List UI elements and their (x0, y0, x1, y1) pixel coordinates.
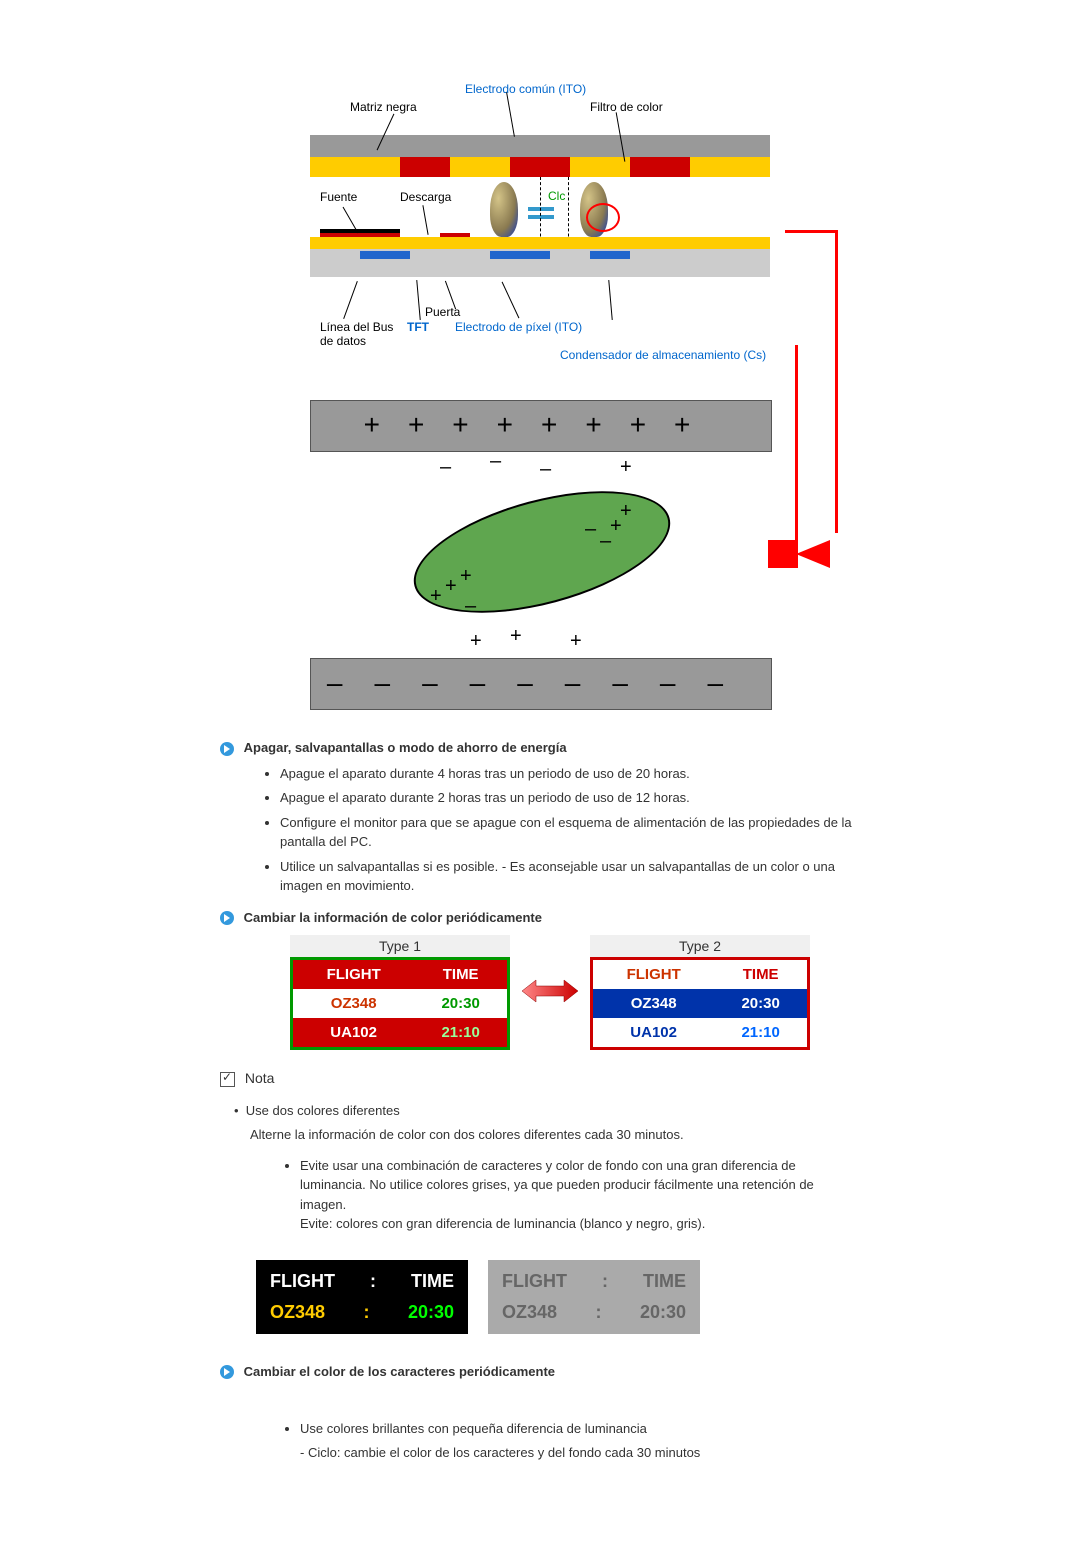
fp-flight-val: OZ348 (502, 1302, 557, 1323)
section-change-color: Cambiar la información de color periódic… (220, 910, 860, 1051)
fp-time: TIME (643, 1271, 686, 1292)
bullet-arrow-icon (220, 911, 234, 925)
list-item: Evite usar una combinación de caracteres… (300, 1156, 860, 1234)
swap-arrow-icon (520, 976, 580, 1009)
fp-time: TIME (411, 1271, 454, 1292)
section-change-char-color: Cambiar el color de los caracteres perió… (220, 1364, 860, 1463)
flight-panel-gray: FLIGHT: TIME OZ348: 20:30 (488, 1260, 700, 1334)
section-title: Cambiar el color de los caracteres perió… (244, 1364, 555, 1379)
label-descarga: Descarga (400, 190, 451, 204)
fp-time-val: 20:30 (408, 1302, 454, 1323)
label-electrodo-pixel: Electrodo de píxel (ITO) (455, 320, 582, 334)
bottom-substrate (310, 227, 770, 277)
cell: 20:30 (414, 989, 508, 1018)
flight-table-type2: Type 2 FLIGHTTIME OZ34820:30 UA10221:10 (590, 935, 810, 1050)
list-item: Apague el aparato durante 4 horas tras u… (280, 764, 860, 784)
list-item: Utilice un salvapantallas si es posible.… (280, 857, 860, 896)
flight-panels: FLIGHT: TIME OZ348: 20:30 FLIGHT: TIME OZ34… (256, 1260, 860, 1334)
list-item: Apague el aparato durante 2 horas tras u… (280, 788, 860, 808)
section1-list: Apague el aparato durante 4 horas tras u… (280, 764, 860, 896)
label-condensador: Condensador de almacenamiento (Cs) (560, 348, 766, 362)
section3-list: Use colores brillantes con pequeña difer… (300, 1419, 860, 1462)
fp-colon: : (370, 1271, 376, 1292)
nota-line1: Use dos colores diferentes (246, 1103, 400, 1118)
page: Electrodo común (ITO) Matriz negra Filtr… (0, 0, 1080, 1556)
th-time: TIME (714, 959, 808, 990)
cell: UA102 (592, 1018, 715, 1049)
label-fuente: Fuente (320, 190, 357, 204)
top-plate: ++++++++ (310, 400, 772, 452)
fp-flight-val: OZ348 (270, 1302, 325, 1323)
label-electrodo-comun: Electrodo común (ITO) (465, 82, 586, 96)
cell: OZ348 (292, 989, 415, 1018)
minus-row: ‒‒‒‒‒‒‒‒‒ (311, 667, 771, 699)
check-icon (220, 1072, 235, 1087)
cell: 20:30 (714, 989, 808, 1018)
label-matriz-negra: Matriz negra (350, 100, 417, 114)
list-item-sub: - Ciclo: cambie el color de los caracter… (300, 1443, 860, 1463)
th-flight: FLIGHT (592, 959, 715, 990)
th-time: TIME (414, 959, 508, 990)
color-filter-layer (310, 157, 770, 177)
cell: OZ348 (592, 989, 715, 1018)
flight-tables: Type 1 FLIGHTTIME OZ34820:30 UA10221:10 (240, 935, 860, 1050)
type1-caption: Type 1 (290, 935, 510, 957)
nota-block: Nota (220, 1070, 860, 1087)
cell: 21:10 (714, 1018, 808, 1049)
nota-label: Nota (245, 1070, 275, 1086)
cell: UA102 (292, 1018, 415, 1049)
fp-flight: FLIGHT (502, 1271, 567, 1292)
clc-label: Clc (548, 189, 565, 203)
type2-caption: Type 2 (590, 935, 810, 957)
lc-ellipse (401, 468, 683, 637)
flight-panel-black: FLIGHT: TIME OZ348: 20:30 (256, 1260, 468, 1334)
nota-line2: Alterne la información de color con dos … (250, 1125, 860, 1146)
label-filtro-color: Filtro de color (590, 100, 663, 114)
plus-row: ++++++++ (311, 409, 771, 441)
list-item: Use colores brillantes con pequeña difer… (300, 1419, 860, 1462)
section-title: Apagar, salvapantallas o modo de ahorro … (244, 740, 567, 755)
fp-colon: : (363, 1302, 369, 1323)
flight-table-type1: Type 1 FLIGHTTIME OZ34820:30 UA10221:10 (290, 935, 510, 1050)
nota-body: • Use dos colores diferentes Alterne la … (234, 1101, 860, 1146)
cell: 21:10 (414, 1018, 508, 1049)
section-title: Cambiar la información de color periódic… (244, 910, 542, 925)
list-item: Configure el monitor para que se apague … (280, 813, 860, 852)
list-item-line2: Evite: colores con gran diferencia de lu… (300, 1216, 705, 1231)
red-arrow-icon (796, 540, 830, 568)
bullet-arrow-icon (220, 1365, 234, 1379)
fp-flight: FLIGHT (270, 1271, 335, 1292)
tft-cross-section-diagram: Electrodo común (ITO) Matriz negra Filtr… (290, 80, 790, 380)
bottom-plate: ‒‒‒‒‒‒‒‒‒ (310, 658, 772, 710)
lc-gap: Clc (310, 177, 770, 227)
fp-colon: : (602, 1271, 608, 1292)
bullet-arrow-icon (220, 742, 234, 756)
label-linea-bus: Línea del Bus de datos (320, 320, 393, 348)
fp-time-val: 20:30 (640, 1302, 686, 1323)
ion-schematic-diagram: ++++++++ ‒ ‒ ‒ + + + + ‒ + + ‒ ‒ + + + ‒… (310, 400, 770, 710)
cross-section-layers: Clc (310, 135, 770, 277)
label-tft: TFT (407, 320, 429, 334)
fp-colon: : (595, 1302, 601, 1323)
section-power-off: Apagar, salvapantallas o modo de ahorro … (220, 740, 860, 896)
nota-sublist: Evite usar una combinación de caracteres… (300, 1156, 860, 1234)
th-flight: FLIGHT (292, 959, 415, 990)
